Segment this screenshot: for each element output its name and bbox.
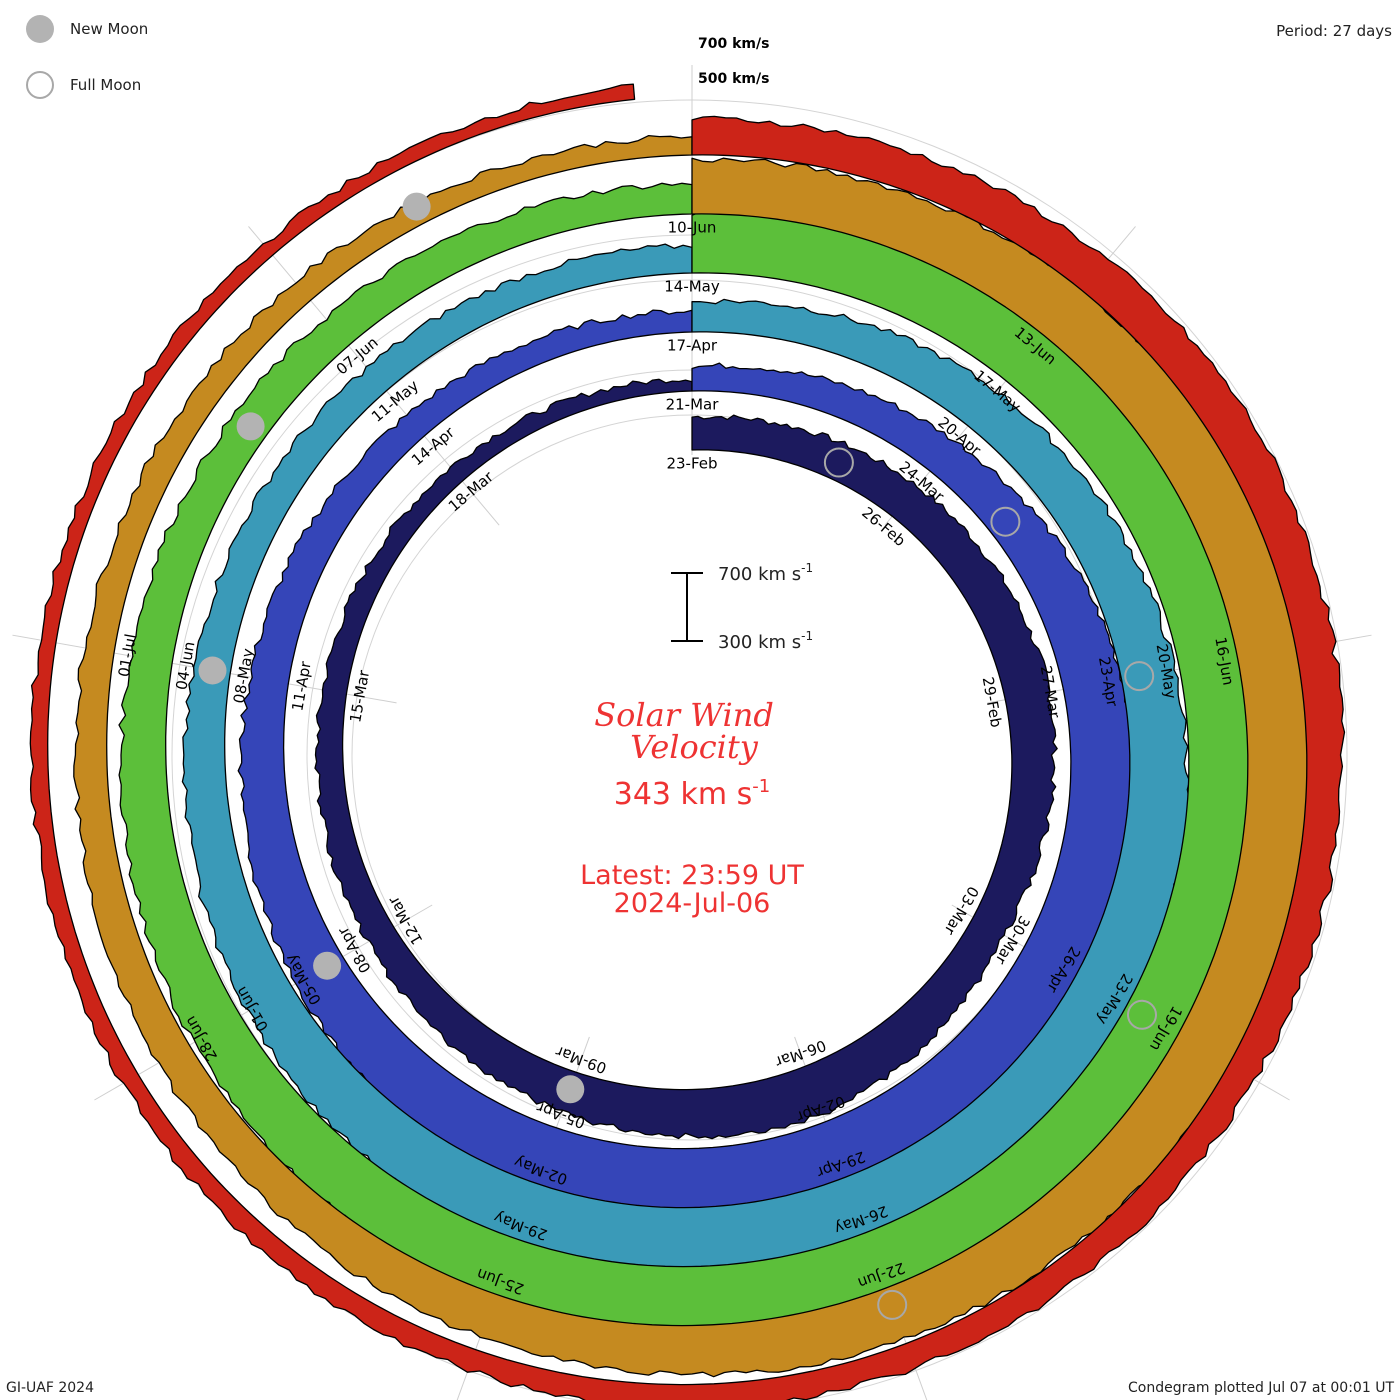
current-speed-value: 343 km s xyxy=(614,777,753,812)
scale-label-700: 700 km/s xyxy=(698,36,769,52)
legend-new-moon: New Moon xyxy=(26,12,148,46)
velocity-band-07-Jul xyxy=(29,83,1346,1400)
full-moon-marker xyxy=(877,1289,908,1320)
date-label: 15-Mar xyxy=(346,668,373,724)
new-moon-marker xyxy=(236,412,265,441)
full-moon-marker xyxy=(1127,999,1157,1030)
full-moon-marker xyxy=(990,506,1021,537)
chart-title-line1: Solar Wind xyxy=(594,696,774,734)
legend-new-moon-label: New Moon xyxy=(70,20,149,38)
date-label: 21-Mar xyxy=(666,396,720,414)
new-moon-marker xyxy=(313,951,342,980)
scale-bar-low-exp: -1 xyxy=(801,629,813,643)
chart-title-line2: Velocity xyxy=(630,728,759,766)
full-moon-marker xyxy=(823,447,854,478)
date-label: 14-May xyxy=(664,278,720,296)
moon-layer xyxy=(198,192,1157,1320)
legend-full-moon: Full Moon xyxy=(26,68,148,102)
scale-label-500: 500 km/s xyxy=(698,71,769,87)
svg-text:300 km s-1: 300 km s-1 xyxy=(718,629,813,653)
credit-label: GI-UAF 2024 xyxy=(6,1380,94,1396)
new-moon-icon xyxy=(26,15,54,43)
date-label: 23-Feb xyxy=(666,455,717,473)
new-moon-marker xyxy=(198,656,227,685)
date-label: 17-Apr xyxy=(667,337,718,355)
svg-text:700 km s-1: 700 km s-1 xyxy=(718,561,813,585)
moon-legend: New Moon Full Moon xyxy=(26,12,148,124)
scale-bar: 700 km s-1 300 km s-1 xyxy=(671,561,813,653)
current-speed-exp: -1 xyxy=(752,776,770,797)
latest-time: Latest: 23:59 UT xyxy=(580,860,804,891)
date-label: 11-Apr xyxy=(288,659,315,712)
scale-bar-high: 700 km s xyxy=(718,564,801,585)
current-speed: 343 km s-1 xyxy=(614,776,771,812)
period-label: Period: 27 days xyxy=(1276,22,1392,40)
scale-bar-high-exp: -1 xyxy=(801,561,813,575)
scale-bar-low: 300 km s xyxy=(718,632,801,653)
plot-time-label: Condegram plotted Jul 07 at 00:01 UT xyxy=(1127,1380,1394,1396)
legend-full-moon-label: Full Moon xyxy=(70,76,142,94)
ring-layer xyxy=(29,83,1346,1400)
full-moon-icon xyxy=(26,71,54,99)
new-moon-marker xyxy=(556,1075,585,1104)
full-moon-marker xyxy=(1124,661,1155,692)
new-moon-marker xyxy=(402,192,431,221)
date-label: 10-Jun xyxy=(668,219,717,237)
latest-date: 2024-Jul-06 xyxy=(614,888,771,919)
